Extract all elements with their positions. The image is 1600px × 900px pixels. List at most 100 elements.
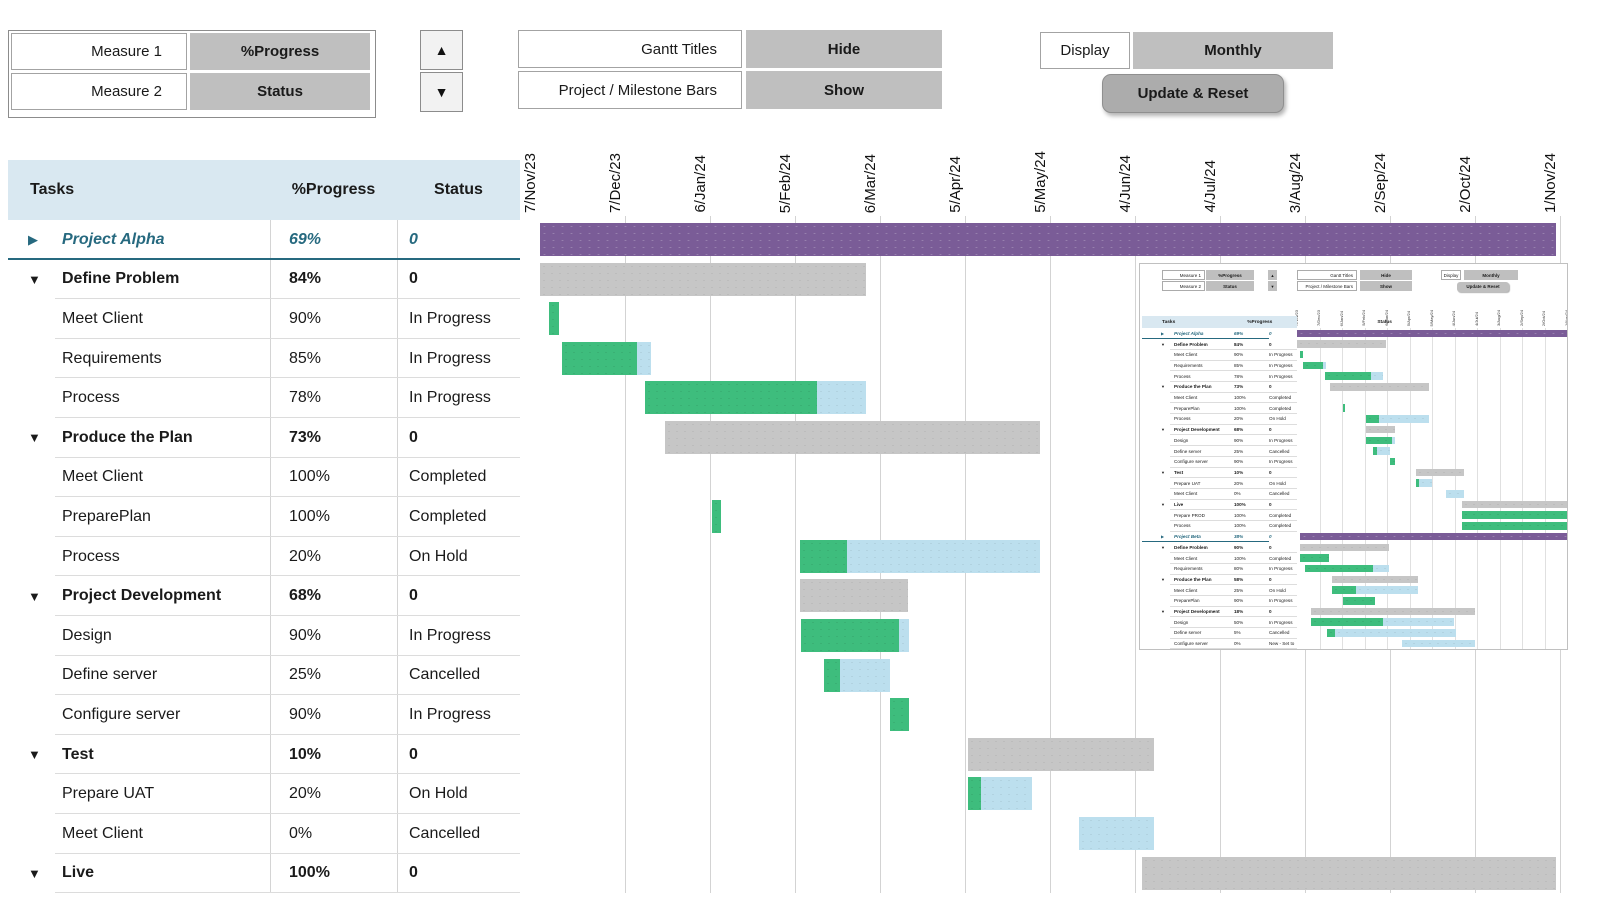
measure2-value-button[interactable]: Status	[190, 73, 370, 110]
table-row: ▼ Live 100% 0	[8, 853, 520, 894]
mini-gantt-bar-gray	[1297, 340, 1387, 348]
mini-row-divider	[1170, 498, 1297, 500]
mini-task-status: 0	[1269, 341, 1272, 347]
gantt-titles-label-cell[interactable]: Gantt Titles	[518, 30, 742, 68]
mini-month-tick-text: 5/Apr/24	[1406, 310, 1411, 326]
month-tick-label: 1/Nov/24	[1539, 131, 1561, 213]
mini-task-status: On Hold	[1269, 480, 1286, 486]
mini-month-tick-label: 1/Nov/24	[1562, 292, 1568, 326]
mini-task-name: Design	[1174, 619, 1189, 625]
mini-milestone-bars-value-button: Show	[1360, 281, 1412, 291]
mini-row-divider	[1170, 455, 1297, 457]
mini-row-divider	[1170, 648, 1297, 649]
gantt-bar-blue	[898, 619, 909, 652]
gantt-titles-value-button[interactable]: Hide	[746, 30, 942, 68]
mini-row-divider	[1170, 380, 1297, 382]
mini-task-progress: 90%	[1234, 459, 1244, 465]
milestone-bars-value-button[interactable]: Show	[746, 71, 942, 109]
mini-task-progress: 69%	[1234, 330, 1244, 336]
gantt-bar-gray	[1142, 856, 1556, 890]
measure1-value-button[interactable]: %Progress	[190, 33, 370, 70]
mini-task-progress: 84%	[1234, 341, 1244, 347]
mini-collapse-arrow-icon: ▼	[1161, 341, 1165, 347]
milestone-bars-label-cell[interactable]: Project / Milestone Bars	[518, 71, 742, 109]
mini-row-divider	[1142, 540, 1269, 542]
mini-table-row: Meet Client 100% Completed	[1140, 392, 1567, 403]
dashboard-preview-inset: Measure 1 %Progress Measure 2 Status ▲ ▼ Gantt…	[1139, 263, 1568, 650]
task-name: Process	[62, 389, 120, 407]
task-progress: 84%	[270, 259, 397, 300]
row-divider	[55, 377, 520, 379]
mini-row-divider	[1170, 552, 1297, 553]
mini-month-gridline	[1499, 328, 1501, 649]
mini-row-divider	[1170, 627, 1297, 628]
collapse-arrow-icon[interactable]: ▼	[28, 271, 41, 287]
mini-table-row: Design 50% In Progress	[1140, 617, 1567, 628]
mini-table-row: Define server 25% Cancelled	[1140, 446, 1567, 457]
month-gridline	[625, 216, 626, 893]
mini-row-divider	[1170, 530, 1297, 532]
mini-gantt-bar-green	[1372, 447, 1377, 455]
month-tick-label: 5/Feb/24	[774, 131, 796, 213]
gantt-row	[540, 576, 1556, 616]
expand-arrow-icon[interactable]: ▶	[28, 231, 38, 247]
mini-table-row: Process 100% Completed	[1140, 521, 1567, 532]
mini-table-row: Meet Client 100% Completed	[1140, 553, 1567, 564]
mini-gantt-bar-gray	[1299, 543, 1389, 551]
mini-task-name: Define Problem	[1174, 341, 1208, 347]
mini-month-tick-text: 4/Jun/24	[1451, 310, 1456, 326]
measure1-label-cell[interactable]: Measure 1	[11, 33, 187, 70]
month-gridline	[1135, 216, 1136, 893]
row-divider	[55, 416, 520, 418]
spinner-up-button[interactable]: ▲	[420, 30, 463, 70]
update-reset-button[interactable]: Update & Reset	[1102, 74, 1284, 113]
row-divider	[55, 773, 520, 775]
collapse-arrow-icon[interactable]: ▼	[28, 865, 41, 881]
task-status: In Progress	[397, 378, 520, 418]
mini-row-divider	[1170, 509, 1297, 510]
collapse-arrow-icon[interactable]: ▼	[28, 430, 41, 446]
mini-task-status: In Progress	[1269, 362, 1293, 368]
mini-row-divider	[1170, 370, 1297, 371]
mini-row-divider	[1170, 616, 1297, 617]
row-divider	[55, 535, 520, 537]
measure2-label-cell[interactable]: Measure 2	[11, 73, 187, 110]
mini-month-tick-text: 6/Jan/24	[1338, 310, 1344, 326]
task-status: Cancelled	[397, 655, 520, 696]
display-label-cell[interactable]: Display	[1040, 32, 1130, 69]
mini-table-header: Tasks %Progress Status	[1142, 316, 1392, 328]
mini-task-status: In Progress	[1269, 437, 1293, 443]
mini-row-divider	[1170, 402, 1297, 403]
task-status: In Progress	[397, 299, 520, 339]
mini-gantt-titles-value-button: Hide	[1360, 270, 1412, 280]
mini-gantt-bar-green	[1389, 457, 1395, 466]
mini-task-status: In Progress	[1269, 598, 1293, 604]
tasks-column-header: Tasks	[30, 181, 75, 198]
row-divider	[55, 337, 520, 339]
display-period-button[interactable]: Monthly	[1133, 32, 1333, 69]
mini-collapse-arrow-icon: ▼	[1161, 609, 1165, 615]
month-tick-text: 1/Nov/24	[1541, 152, 1559, 213]
mini-gantt-bar-blue	[1372, 564, 1389, 573]
mini-collapse-arrow-icon: ▼	[1161, 384, 1165, 390]
mini-task-progress: 0%	[1234, 491, 1241, 497]
mini-gantt-bar-green	[1332, 586, 1357, 594]
spinner-down-button[interactable]: ▼	[420, 72, 463, 112]
gantt-bar-green	[562, 341, 637, 375]
collapse-arrow-icon[interactable]: ▼	[28, 747, 41, 763]
mini-task-status: In Progress	[1269, 566, 1293, 572]
collapse-arrow-icon[interactable]: ▼	[28, 588, 41, 604]
task-status: 0	[397, 259, 520, 300]
mini-month-tick-label: 5/Apr/24	[1405, 292, 1413, 326]
month-tick-text: 2/Sep/24	[1371, 152, 1389, 213]
mini-measure2-value-button: Status	[1206, 281, 1254, 291]
table-row: ▼ Test 10% 0	[8, 734, 520, 775]
mini-month-tick-text: 2/Sep/24	[1518, 309, 1524, 326]
gantt-bar-green	[549, 302, 560, 336]
mini-gantt-bar-blue	[1376, 447, 1390, 455]
gantt-row	[540, 378, 1556, 418]
gantt-bar-blue	[1079, 817, 1154, 850]
task-progress: 20%	[270, 536, 397, 577]
mini-table-row: Prepare PROD 100% Completed	[1140, 510, 1567, 521]
